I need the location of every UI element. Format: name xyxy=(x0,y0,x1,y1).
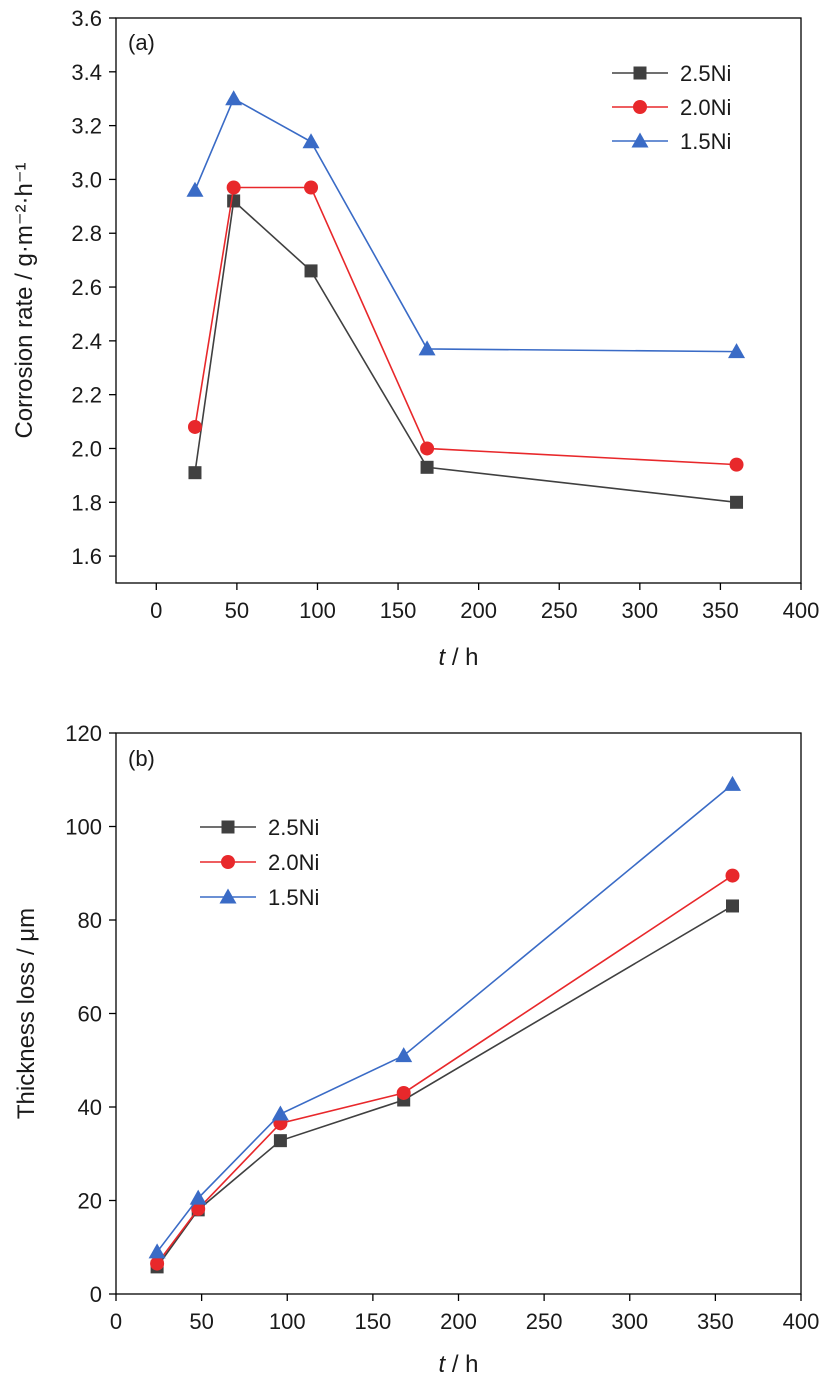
data-point-1.5Ni xyxy=(395,1047,413,1063)
legend-marker xyxy=(221,855,235,869)
y-tick-label: 3.4 xyxy=(71,60,102,85)
x-tick-label: 300 xyxy=(621,598,658,623)
data-point-2.0Ni xyxy=(725,868,740,883)
data-point-2.5Ni xyxy=(730,495,744,509)
series-line-1.5Ni xyxy=(156,783,734,1253)
data-point-2.0Ni xyxy=(191,1201,206,1216)
data-point-2.0Ni xyxy=(226,180,241,195)
legend: 2.5Ni 2.0Ni 1.5Ni xyxy=(200,815,319,910)
data-point-1.5Ni xyxy=(271,1105,289,1121)
series-line-2.5Ni xyxy=(156,905,733,1268)
y-tick-label: 2.2 xyxy=(71,383,102,408)
y-tick-label: 1.6 xyxy=(71,544,102,569)
y-tick-label: 100 xyxy=(65,815,102,840)
data-point-1.5Ni xyxy=(302,133,320,149)
data-point-2.5Ni xyxy=(420,460,434,474)
data-point-1.5Ni xyxy=(186,181,204,197)
plot-frame xyxy=(115,732,802,1295)
chart-panel-b: 0 50 100 150 200 250 300 350 400 0 20 40 60 80 100 120 t… xyxy=(13,721,819,1378)
x-tick-label: 50 xyxy=(225,598,249,623)
legend-marker xyxy=(221,820,235,834)
legend-label: 2.0Ni xyxy=(268,850,319,875)
data-point-2.5Ni xyxy=(188,466,202,480)
x-tick-label: 200 xyxy=(440,1309,477,1334)
data-point-2.5Ni xyxy=(304,264,318,278)
y-tick-label: 20 xyxy=(78,1189,102,1214)
x-axis-title: t / h xyxy=(438,644,478,671)
x-tick-label: 0 xyxy=(110,1309,122,1334)
y-tick-label: 3.0 xyxy=(71,167,102,192)
legend-label: 2.5Ni xyxy=(680,61,731,86)
data-point-2.5Ni xyxy=(227,194,241,208)
series-line-1.5Ni xyxy=(194,97,737,353)
y-tick-label: 2.0 xyxy=(71,436,102,461)
plot-frame xyxy=(115,17,802,584)
data-point-1.5Ni xyxy=(728,343,746,359)
x-axis-variable: t xyxy=(438,1351,446,1378)
x-tick-label: 350 xyxy=(702,598,739,623)
data-point-1.5Ni xyxy=(724,775,741,791)
x-tick-label: 150 xyxy=(380,598,417,623)
data-point-1.5Ni xyxy=(418,340,436,356)
x-tick-label: 50 xyxy=(189,1309,213,1334)
y-tick-label: 1.8 xyxy=(71,490,102,515)
y-tick-label: 60 xyxy=(78,1002,102,1027)
data-point-1.5Ni xyxy=(148,1243,166,1259)
data-point-2.5Ni xyxy=(273,1134,287,1148)
data-point-2.0Ni xyxy=(304,180,319,195)
data-point-1.5Ni xyxy=(225,90,243,106)
panel-label: (b) xyxy=(128,746,155,771)
y-tick-label: 3.2 xyxy=(71,114,102,139)
x-axis-title: t / h xyxy=(438,1351,478,1378)
x-axis-unit: / h xyxy=(445,644,478,671)
legend-label: 2.0Ni xyxy=(680,95,731,120)
series-line-2.0Ni xyxy=(194,186,737,466)
y-tick-label: 0 xyxy=(90,1282,102,1307)
data-point-2.0Ni xyxy=(729,457,744,472)
x-tick-label: 0 xyxy=(150,598,162,623)
x-tick-label: 250 xyxy=(526,1309,563,1334)
data-point-2.0Ni xyxy=(396,1085,411,1100)
y-tick-label: 120 xyxy=(65,721,102,746)
legend-label: 1.5Ni xyxy=(680,129,731,154)
x-axis-variable: t xyxy=(438,644,446,671)
data-point-2.0Ni xyxy=(420,441,435,456)
panel-label: (a) xyxy=(128,30,155,55)
legend-label: 2.5Ni xyxy=(268,815,319,840)
y-tick-label: 2.6 xyxy=(71,275,102,300)
x-tick-label: 100 xyxy=(299,598,336,623)
legend-marker xyxy=(219,888,237,904)
data-point-2.0Ni xyxy=(150,1256,165,1271)
x-tick-label: 250 xyxy=(541,598,578,623)
x-tick-label: 350 xyxy=(697,1309,734,1334)
x-tick-label: 400 xyxy=(783,1309,820,1334)
legend-marker xyxy=(633,100,647,114)
x-tick-label: 400 xyxy=(783,598,820,623)
y-tick-label: 3.6 xyxy=(71,6,102,31)
legend-marker xyxy=(631,132,649,148)
x-tick-label: 150 xyxy=(355,1309,392,1334)
data-point-1.5Ni xyxy=(189,1189,207,1205)
legend-marker xyxy=(633,66,647,80)
y-axis-title: Corrosion rate / g·m⁻²·h⁻¹ xyxy=(11,162,38,438)
y-tick-label: 2.4 xyxy=(71,329,102,354)
series-line-2.0Ni xyxy=(156,874,733,1265)
data-point-2.5Ni xyxy=(726,899,739,913)
y-tick-label: 2.8 xyxy=(71,221,102,246)
chart-panel-a: 0 50 100 150 200 250 300 350 400 1.6 1.8 2.0 2.2 2.4 2… xyxy=(11,6,819,671)
x-tick-label: 300 xyxy=(611,1309,648,1334)
x-tick-label: 200 xyxy=(460,598,497,623)
legend-label: 1.5Ni xyxy=(268,885,319,910)
data-point-2.0Ni xyxy=(187,419,202,434)
legend: 2.5Ni 2.0Ni 1.5Ni xyxy=(612,61,731,154)
x-tick-label: 100 xyxy=(269,1309,306,1334)
x-axis-unit: / h xyxy=(445,1351,478,1378)
y-axis-title: Thickness loss / μm xyxy=(13,908,40,1119)
y-tick-label: 80 xyxy=(78,908,102,933)
y-tick-label: 40 xyxy=(78,1095,102,1120)
